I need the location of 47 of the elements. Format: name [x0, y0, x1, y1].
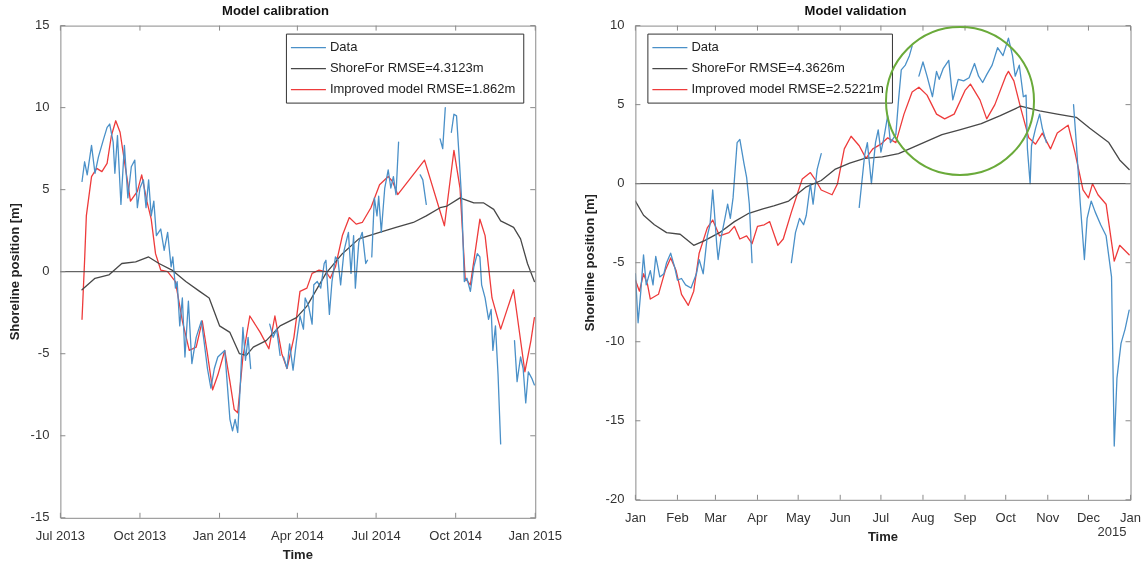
legend-label: Improved model RMSE=2.5221m [691, 81, 884, 97]
y-tick-label: -10 [605, 333, 625, 349]
x-tick-label: Oct [995, 510, 1017, 526]
x-tick-label: Aug [911, 510, 935, 526]
y-tick-label: -5 [37, 345, 50, 361]
x-tick-label: Dec [1076, 510, 1101, 526]
x-tick-label: Jan 2015 [508, 528, 562, 544]
y-axis-title: Shoreline position [m] [582, 194, 598, 332]
x-tick-label: Jul 2013 [35, 528, 85, 544]
x-tick-label: Jul [872, 510, 890, 526]
x-tick-label: May [785, 510, 811, 526]
x-tick-label: Jun [829, 510, 851, 526]
y-tick-label: 10 [34, 99, 50, 115]
legend-label: Data [691, 39, 720, 55]
x-tick-label: Jul 2014 [351, 528, 401, 544]
x-tick-label: Nov [1036, 510, 1060, 526]
y-axis-title: Shoreline position [m] [7, 203, 23, 341]
x-tick-label: Oct 2013 [113, 528, 167, 544]
x-tick-label: Mar [704, 510, 728, 526]
y-tick-label: -15 [30, 509, 50, 525]
x-tick-label: Jan 2014 [192, 528, 247, 544]
x-axis-title: Time [867, 528, 899, 544]
x-tick-label: Sep [953, 510, 977, 526]
legend-label: Improved model RMSE=1.862m [329, 81, 516, 97]
y-tick-label: -15 [605, 412, 625, 428]
y-tick-label: 15 [34, 17, 50, 33]
x-tick-label: Apr [747, 510, 769, 526]
x-tick-label: Oct 2014 [429, 528, 483, 544]
y-tick-label: -5 [612, 254, 625, 270]
y-tick-label: -10 [30, 427, 50, 443]
chart-title: Model calibration [222, 3, 330, 19]
x-tick-label: Jan [1120, 510, 1141, 526]
text: 2015 [1097, 523, 1127, 539]
y-tick-label: 5 [42, 181, 50, 197]
y-tick-label: 5 [617, 96, 625, 112]
y-tick-label: 10 [609, 17, 625, 33]
chart-title: Model validation [804, 3, 907, 19]
y-tick-label: 0 [42, 263, 50, 279]
legend-label: ShoreFor RMSE=4.3626m [691, 60, 845, 76]
x-tick-label: Apr 2014 [271, 528, 324, 544]
x-axis-title: Time [282, 546, 313, 562]
x-tick-label: Jan [624, 510, 646, 526]
legend-label: ShoreFor RMSE=4.3123m [329, 60, 484, 76]
y-tick-label: 0 [617, 175, 625, 191]
x-tick-label: Feb [666, 510, 689, 526]
y-tick-label: -20 [605, 491, 625, 507]
legend-label: Data [329, 39, 359, 55]
